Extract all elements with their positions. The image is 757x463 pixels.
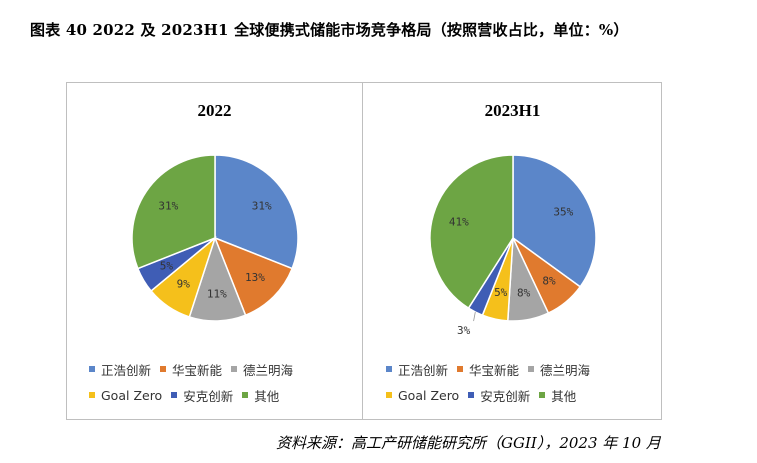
legend-item-华宝新能: 华宝新能 bbox=[457, 360, 519, 379]
pie-slice-正浩创新 bbox=[512, 154, 597, 288]
legend-item-goal-zero: Goal Zero bbox=[386, 388, 459, 403]
legend-label: 德兰明海 bbox=[540, 362, 591, 378]
legend-label: Goal Zero bbox=[398, 387, 460, 403]
pie-slice-正浩创新 bbox=[214, 154, 299, 270]
legend-label: 安克创新 bbox=[183, 388, 234, 404]
legend-row: 正浩创新 华宝新能 德兰明海 bbox=[386, 356, 599, 382]
data-label-其他: 41% bbox=[449, 215, 469, 228]
source-note: 资料来源：高工产研储能研究所（GGII），2023 年 10 月 bbox=[276, 434, 661, 452]
data-label-goal-zero: 5% bbox=[494, 286, 508, 299]
legend-swatch bbox=[171, 392, 178, 398]
legend-label: Goal Zero bbox=[101, 387, 163, 403]
data-label-安克创新: 5% bbox=[160, 260, 174, 273]
legend-item-安克创新: 安克创新 bbox=[171, 386, 233, 405]
legend-2023h1: 正浩创新 华宝新能 德兰明海 Goal Zero 安克创新 其他 bbox=[386, 356, 599, 408]
legend-row: Goal Zero 安克创新 其他 bbox=[386, 382, 599, 408]
panel-2023h1: 2023H1 35% 8% 8% 5% 3% 41% 正浩创新 华宝新能 德兰明海 Goal Z… bbox=[364, 83, 661, 419]
legend-label: 华宝新能 bbox=[469, 362, 520, 378]
pie-slice-其他 bbox=[429, 154, 514, 310]
data-label-goal-zero: 9% bbox=[177, 278, 191, 291]
legend-swatch bbox=[457, 366, 464, 372]
data-label-正浩创新: 31% bbox=[252, 199, 272, 212]
legend-label: 德兰明海 bbox=[243, 362, 294, 378]
legend-swatch bbox=[242, 392, 249, 398]
legend-item-其他: 其他 bbox=[242, 386, 279, 405]
legend-label: 正浩创新 bbox=[398, 362, 449, 378]
figure-title: 图表 40 2022 及 2023H1 全球便携式储能市场竞争格局（按照营收占比… bbox=[30, 21, 629, 39]
legend-item-goal-zero: Goal Zero bbox=[89, 388, 162, 403]
legend-label: 其他 bbox=[551, 388, 577, 404]
pie-slice-华宝新能 bbox=[213, 236, 294, 317]
data-label-其他: 31% bbox=[158, 199, 178, 212]
legend-swatch bbox=[89, 392, 95, 398]
chart-title-2023h1: 2023H1 bbox=[484, 101, 541, 120]
legend-2022: 正浩创新 华宝新能 德兰明海 Goal Zero 安克创新 其他 bbox=[89, 356, 302, 408]
data-label-华宝新能: 13% bbox=[245, 271, 265, 284]
legend-swatch bbox=[160, 366, 167, 372]
legend-item-正浩创新: 正浩创新 bbox=[89, 360, 151, 379]
legend-swatch bbox=[231, 366, 238, 372]
pie-chart-2023h1: 35% 8% 8% 5% 3% 41% bbox=[429, 154, 597, 337]
legend-swatch bbox=[468, 392, 475, 398]
data-label-华宝新能: 8% bbox=[542, 275, 556, 288]
legend-item-华宝新能: 华宝新能 bbox=[160, 360, 222, 379]
panel-2022: 2022 31% 13% 11% 9% 5% 31% 正浩创新 华宝新能 德兰明海 Goal Z… bbox=[67, 83, 363, 419]
data-label-德兰明海: 11% bbox=[207, 287, 227, 300]
leader-line bbox=[473, 311, 476, 322]
legend-label: 华宝新能 bbox=[172, 362, 223, 378]
chart-title-2022: 2022 bbox=[197, 101, 232, 120]
legend-label: 其他 bbox=[254, 388, 280, 404]
legend-swatch bbox=[386, 366, 392, 372]
legend-row: 正浩创新 华宝新能 德兰明海 bbox=[89, 356, 302, 382]
pie-slice-其他 bbox=[131, 154, 216, 270]
data-label-安克创新: 3% bbox=[457, 324, 471, 337]
legend-label: 安克创新 bbox=[480, 388, 531, 404]
chart-area: 2022 31% 13% 11% 9% 5% 31% 正浩创新 华宝新能 德兰明海 Goal Z… bbox=[66, 82, 662, 420]
legend-row: Goal Zero 安克创新 其他 bbox=[89, 382, 302, 408]
data-label-德兰明海: 8% bbox=[517, 286, 531, 299]
legend-item-其他: 其他 bbox=[539, 386, 576, 405]
legend-swatch bbox=[539, 392, 546, 398]
data-label-正浩创新: 35% bbox=[553, 205, 573, 218]
legend-item-德兰明海: 德兰明海 bbox=[528, 360, 590, 379]
legend-swatch bbox=[386, 392, 392, 398]
legend-label: 正浩创新 bbox=[101, 362, 152, 378]
legend-swatch bbox=[89, 366, 95, 372]
legend-item-德兰明海: 德兰明海 bbox=[231, 360, 293, 379]
legend-swatch bbox=[528, 366, 535, 372]
legend-item-安克创新: 安克创新 bbox=[468, 386, 530, 405]
pie-chart-2022: 31% 13% 11% 9%5% 31% bbox=[131, 154, 299, 322]
legend-item-正浩创新: 正浩创新 bbox=[386, 360, 448, 379]
